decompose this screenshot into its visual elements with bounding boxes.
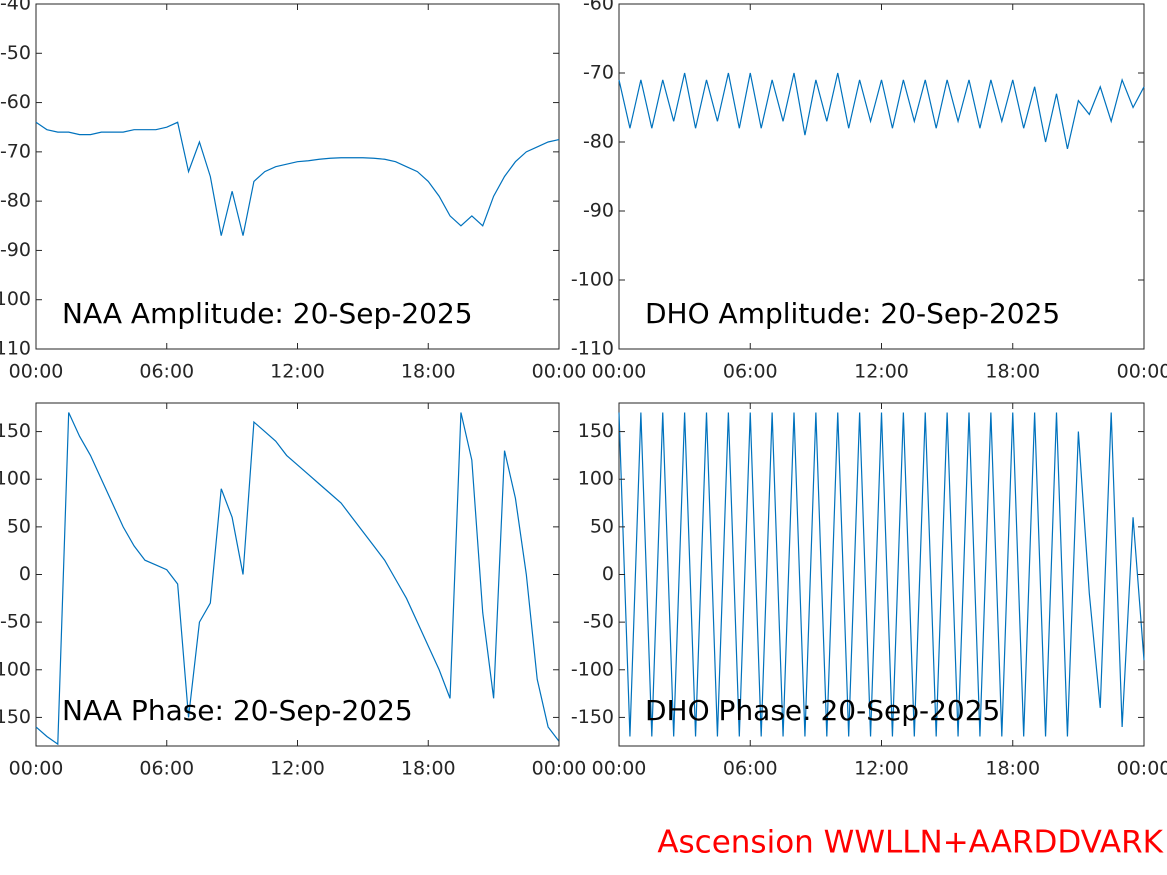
chart-title: DHO Phase: 20-Sep-2025	[645, 694, 1000, 727]
y-tick-label: -70	[0, 140, 31, 162]
x-tick-label: 00:00	[9, 361, 64, 383]
y-tick-label: -100	[0, 658, 31, 680]
plot-area	[35, 3, 560, 350]
plot-area	[618, 402, 1145, 747]
x-tick-label: 18:00	[985, 758, 1040, 780]
x-tick-label: 06:00	[139, 758, 194, 780]
data-line	[618, 72, 1145, 150]
y-tick-label: 150	[578, 420, 614, 442]
y-tick-label: -90	[0, 239, 31, 261]
y-tick-label: -50	[0, 42, 31, 64]
y-tick-label: -60	[0, 91, 31, 113]
x-tick-label: 12:00	[270, 758, 325, 780]
chart-title: NAA Amplitude: 20-Sep-2025	[62, 297, 473, 330]
x-tick-label: 12:00	[854, 361, 909, 383]
y-tick-label: -110	[571, 338, 614, 360]
chart-title: NAA Phase: 20-Sep-2025	[62, 694, 413, 727]
x-tick-label: 00:00	[532, 758, 587, 780]
y-tick-label: 100	[0, 468, 31, 490]
y-tick-label: -100	[0, 288, 31, 310]
y-tick-label: -50	[583, 611, 614, 633]
data-line	[618, 412, 1145, 737]
data-line	[35, 412, 560, 746]
x-tick-label: 06:00	[723, 361, 778, 383]
x-tick-label: 00:00	[592, 361, 647, 383]
y-tick-label: -110	[0, 338, 31, 360]
x-tick-label: 00:00	[1117, 758, 1167, 780]
x-tick-label: 06:00	[139, 361, 194, 383]
x-tick-label: 18:00	[985, 361, 1040, 383]
plot-area	[618, 3, 1145, 350]
y-tick-label: -80	[0, 190, 31, 212]
y-tick-label: 50	[7, 515, 31, 537]
y-tick-label: 0	[19, 563, 31, 585]
y-tick-label: -80	[583, 131, 614, 153]
y-tick-label: 0	[602, 563, 614, 585]
y-tick-label: -150	[0, 706, 31, 728]
y-tick-label: -60	[583, 0, 614, 15]
y-tick-label: 50	[590, 515, 614, 537]
x-tick-label: 12:00	[854, 758, 909, 780]
chart-title: DHO Amplitude: 20-Sep-2025	[645, 297, 1060, 330]
y-tick-label: 150	[0, 420, 31, 442]
y-tick-label: -150	[571, 706, 614, 728]
data-line	[35, 121, 560, 236]
footer: Ascension WWLLN+AARDDVARK	[657, 825, 1163, 861]
x-tick-label: 18:00	[401, 361, 456, 383]
y-tick-label: -70	[583, 62, 614, 84]
y-tick-label: -50	[0, 611, 31, 633]
x-tick-label: 00:00	[532, 361, 587, 383]
x-tick-label: 00:00	[9, 758, 64, 780]
x-tick-label: 18:00	[401, 758, 456, 780]
y-tick-label: -90	[583, 200, 614, 222]
x-tick-label: 12:00	[270, 361, 325, 383]
y-tick-label: -40	[0, 0, 31, 15]
x-tick-label: 00:00	[1117, 361, 1167, 383]
y-tick-label: -100	[571, 658, 614, 680]
x-tick-label: 00:00	[592, 758, 647, 780]
y-tick-label: -100	[571, 269, 614, 291]
y-tick-label: 100	[578, 468, 614, 490]
x-tick-label: 06:00	[723, 758, 778, 780]
